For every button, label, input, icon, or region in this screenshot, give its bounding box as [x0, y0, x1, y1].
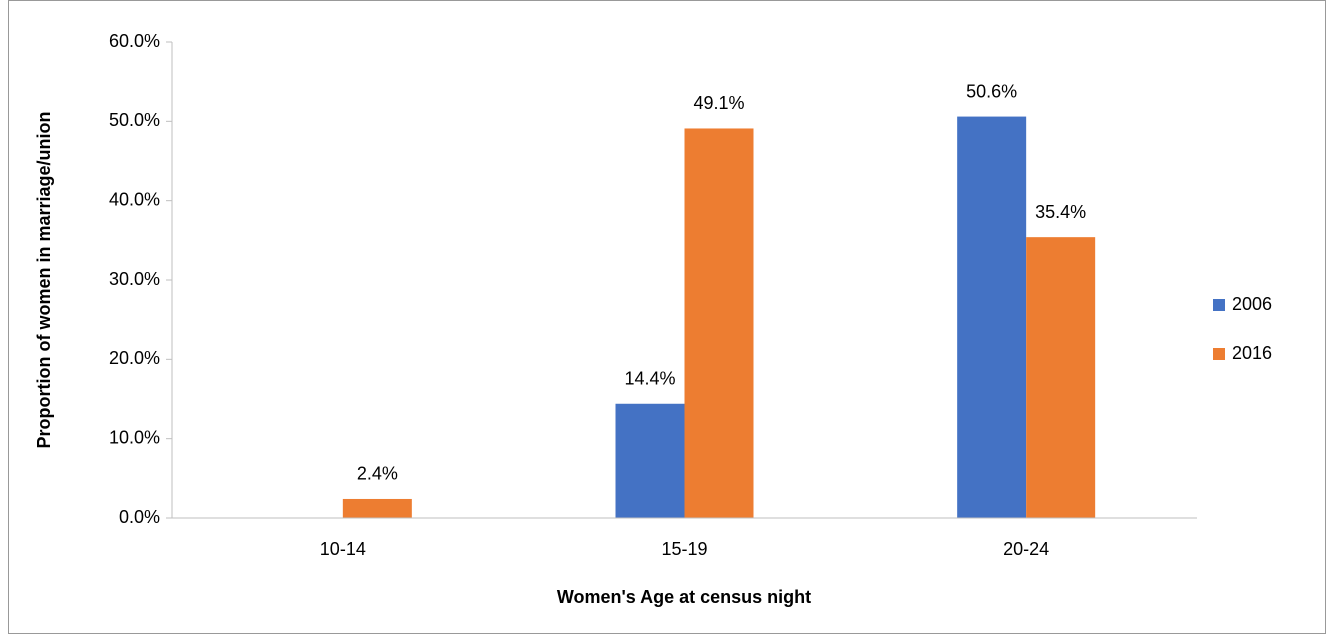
data-label: 49.1%: [693, 93, 744, 113]
bar: [957, 116, 1027, 518]
bar: [342, 498, 412, 518]
y-tick-label: 50.0%: [109, 110, 160, 130]
data-label: 14.4%: [624, 369, 675, 389]
y-tick-label: 30.0%: [109, 269, 160, 289]
x-tick-label: 10-14: [320, 539, 366, 559]
bar: [615, 403, 685, 518]
bar: [684, 128, 754, 518]
legend-swatch: [1213, 299, 1225, 311]
x-tick-label: 15-19: [661, 539, 707, 559]
data-label: 2.4%: [357, 464, 398, 484]
legend-swatch: [1213, 348, 1225, 360]
y-tick-label: 60.0%: [109, 31, 160, 51]
x-tick-label: 20-24: [1003, 539, 1049, 559]
data-label: 35.4%: [1035, 202, 1086, 222]
y-tick-label: 0.0%: [119, 507, 160, 527]
y-tick-label: 40.0%: [109, 189, 160, 209]
data-label: 50.6%: [966, 81, 1017, 101]
legend-label: 2016: [1232, 343, 1272, 363]
y-tick-label: 10.0%: [109, 427, 160, 447]
x-axis-title: Women's Age at census night: [557, 587, 811, 607]
y-axis-title: Proportion of women in marriage/union: [34, 111, 54, 448]
chart-border: [8, 0, 1326, 634]
y-tick-label: 20.0%: [109, 348, 160, 368]
bar: [1026, 237, 1096, 518]
legend-label: 2006: [1232, 294, 1272, 314]
